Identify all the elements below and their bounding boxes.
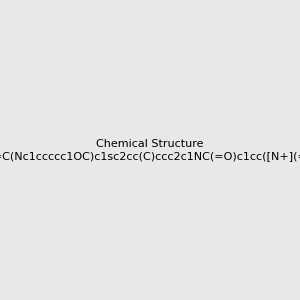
Text: Chemical Structure
O=C(Nc1ccccc1OC)c1sc2cc(C)ccc2c1NC(=O)c1cc([N+](=O: Chemical Structure O=C(Nc1ccccc1OC)c1sc2… (0, 139, 300, 161)
